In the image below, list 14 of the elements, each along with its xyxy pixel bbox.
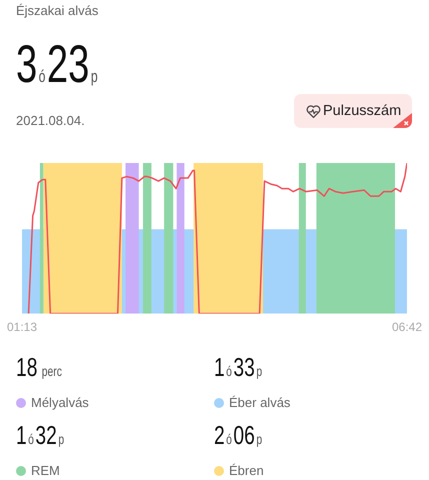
legend-label: Éber alvás [229, 395, 290, 410]
x-tick-label: 01:13 [7, 320, 38, 334]
legend-label: REM [31, 463, 60, 478]
text: 1ó32p [16, 420, 64, 450]
button[interactable]: Pulzusszám [294, 94, 412, 128]
text: 2ó06p [214, 420, 262, 450]
legend-label: Mélyalvás [31, 395, 89, 410]
chart-title: Éjszakai alvás [16, 3, 98, 18]
legend-label: Ébren [229, 463, 264, 478]
text: 1ó33p [214, 352, 262, 382]
text: 2021.08.04. [16, 113, 85, 128]
text: 18 perc [16, 352, 62, 382]
chart-subtitle: 3ó23p [16, 35, 98, 94]
x-tick-label: 06:42 [392, 320, 422, 334]
